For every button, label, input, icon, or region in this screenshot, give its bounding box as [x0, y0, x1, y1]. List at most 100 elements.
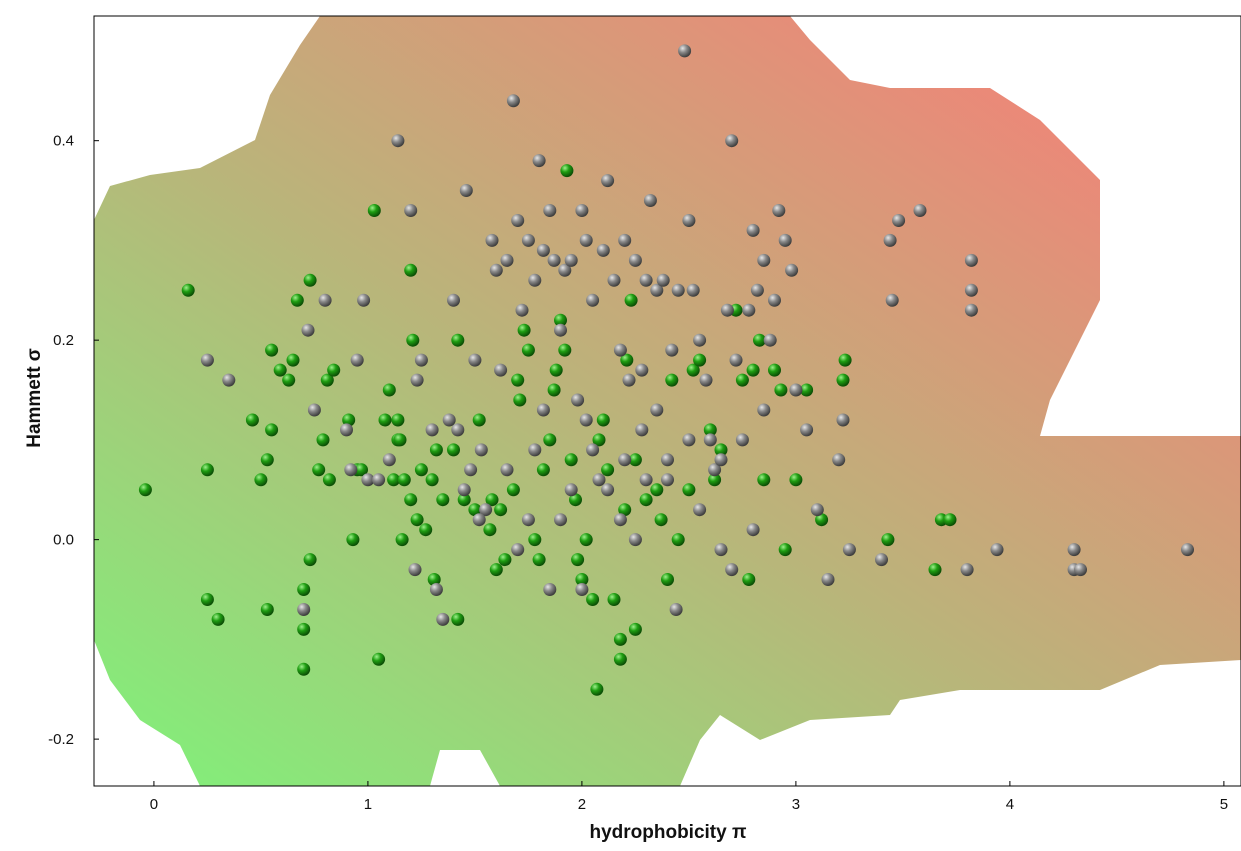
green-point	[607, 593, 621, 606]
gray-point	[436, 612, 450, 626]
green-point	[297, 583, 311, 596]
green-point	[414, 463, 428, 477]
gray-point	[785, 263, 799, 277]
gray-point	[521, 233, 535, 247]
green-point	[282, 373, 296, 387]
gray-point	[515, 303, 529, 317]
green-point	[693, 353, 707, 367]
green-point	[665, 373, 679, 387]
green-point	[451, 612, 465, 626]
x-axis-label: hydrophobicity π	[589, 822, 747, 843]
gray-point	[511, 543, 525, 557]
gray-point	[763, 333, 777, 347]
gray-point	[547, 253, 561, 267]
y-tick-label: 0.0	[53, 532, 74, 549]
green-point	[575, 573, 589, 586]
gray-point	[596, 243, 610, 257]
green-point	[372, 652, 386, 666]
gray-point	[836, 413, 850, 427]
gray-point	[543, 583, 557, 596]
green-point	[686, 363, 700, 377]
gray-point	[536, 403, 550, 417]
green-point	[260, 453, 274, 467]
green-point	[708, 473, 722, 487]
gray-point	[661, 473, 674, 487]
gray-point	[682, 214, 696, 227]
gray-point	[404, 204, 418, 217]
gray-point	[506, 94, 520, 108]
green-point	[735, 373, 749, 387]
gray-point	[622, 373, 636, 387]
green-point	[260, 603, 274, 616]
green-point	[800, 383, 814, 397]
gray-point	[613, 343, 627, 357]
green-point	[265, 343, 279, 357]
gray-point	[474, 443, 488, 457]
green-point	[838, 353, 852, 367]
gray-point	[571, 393, 585, 407]
gray-point	[665, 343, 679, 357]
gray-point	[579, 413, 593, 427]
gray-point	[459, 184, 473, 197]
green-point	[560, 164, 574, 178]
green-point	[628, 622, 642, 636]
green-point	[181, 283, 195, 297]
gray-point	[661, 453, 674, 467]
green-point	[547, 383, 561, 397]
green-point	[327, 363, 341, 377]
green-point	[628, 453, 642, 467]
green-point	[586, 593, 600, 606]
gray-point	[750, 283, 764, 297]
x-tick-label: 2	[578, 796, 586, 813]
gray-point	[532, 154, 546, 168]
green-point	[457, 493, 471, 507]
gray-point	[408, 563, 422, 577]
gray-point	[635, 363, 649, 377]
green-point	[211, 612, 225, 626]
y-tick-label: 0.4	[53, 133, 74, 150]
gray-point	[500, 463, 514, 477]
gray-point	[554, 323, 567, 337]
green-point	[483, 523, 497, 537]
gray-point	[650, 403, 664, 417]
gray-point	[746, 223, 760, 237]
gray-point	[643, 194, 657, 207]
gray-point	[1067, 543, 1081, 557]
green-point	[746, 363, 760, 377]
gray-point	[344, 463, 358, 477]
green-point	[346, 533, 360, 547]
gray-point	[361, 473, 375, 487]
y-axis-label: Hammett σ	[24, 348, 45, 448]
gray-point	[778, 233, 792, 247]
green-point	[742, 573, 756, 586]
gray-point	[821, 573, 835, 586]
green-point	[447, 443, 460, 457]
gray-point	[558, 263, 572, 277]
green-point	[624, 293, 638, 307]
green-point	[943, 513, 957, 527]
green-point	[451, 333, 465, 347]
green-point	[489, 563, 503, 577]
gray-point	[200, 353, 214, 367]
gray-point	[842, 543, 856, 557]
gray-point	[693, 503, 707, 517]
gray-point	[372, 473, 386, 487]
x-tick-label: 3	[792, 796, 800, 813]
green-point	[395, 533, 409, 547]
coverage-area	[94, 16, 1241, 786]
gray-point	[613, 513, 627, 527]
gray-point	[222, 373, 236, 387]
green-point	[639, 493, 653, 507]
green-point	[391, 413, 405, 427]
green-point	[590, 682, 604, 696]
gray-point	[729, 353, 743, 367]
gray-point	[768, 293, 781, 307]
gray-point	[586, 293, 600, 307]
gray-point	[703, 433, 717, 447]
green-point	[571, 553, 585, 567]
green-point	[320, 373, 334, 387]
green-point	[521, 343, 535, 357]
gray-point	[628, 253, 642, 267]
green-point	[601, 463, 615, 477]
green-point	[532, 553, 546, 567]
